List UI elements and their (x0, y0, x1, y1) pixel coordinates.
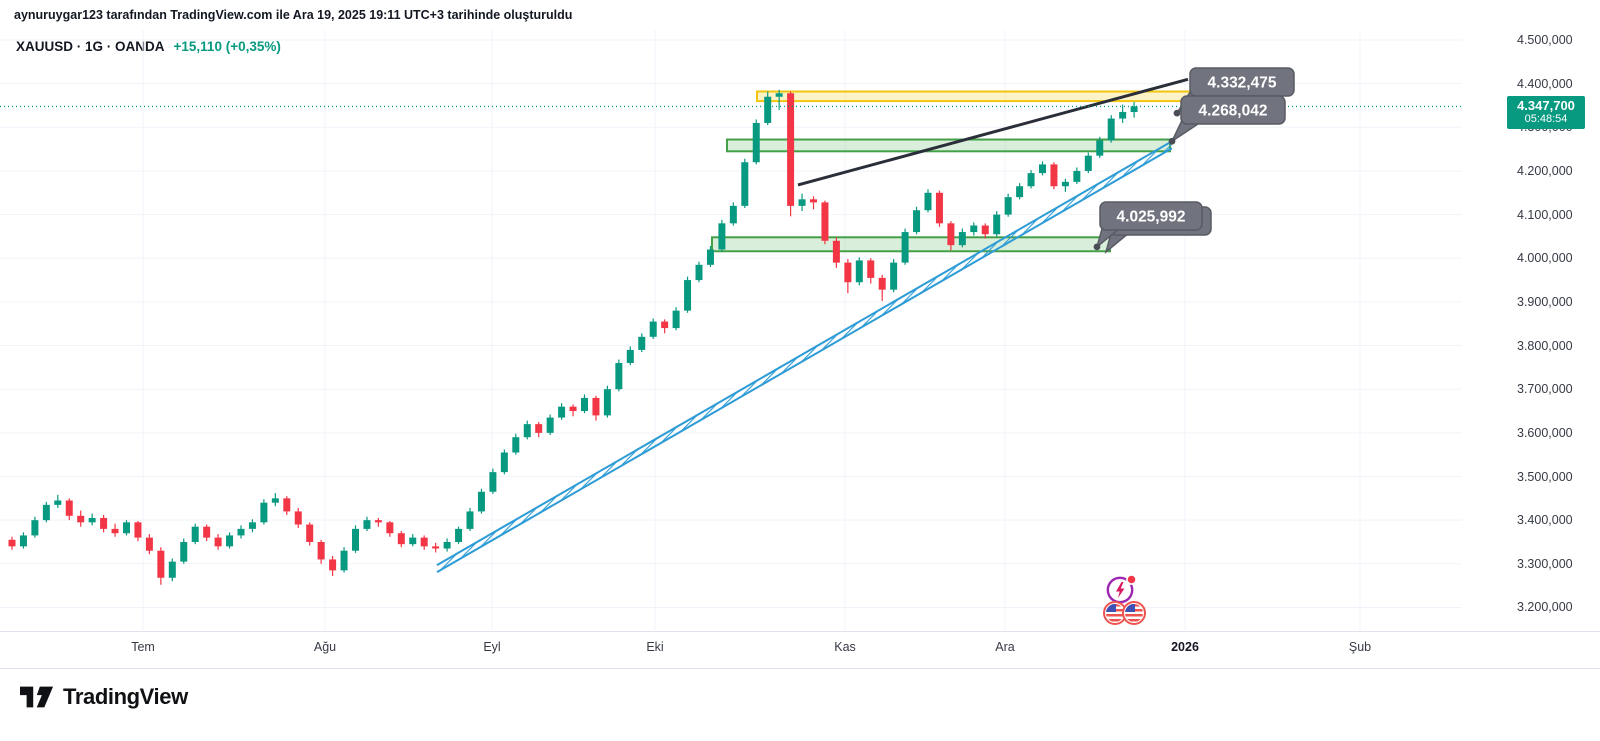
price-callout[interactable]: 4.268,042 (1168, 95, 1286, 145)
price-callout[interactable]: 4.025,992 (1093, 201, 1212, 254)
time-axis-label: Tem (131, 640, 155, 654)
current-price-badge[interactable]: 4.347,700 05:48:54 (1507, 96, 1585, 129)
svg-text:4.025,992: 4.025,992 (1117, 209, 1186, 226)
blue-ascending-channel[interactable] (437, 141, 1172, 573)
black-trendline[interactable] (797, 77, 1189, 187)
price-axis-label: 4.400,000 (1517, 76, 1573, 91)
attribution-text: aynuruygar123 tarafından TradingView.com… (14, 8, 573, 22)
green-zone-lower[interactable] (711, 236, 1111, 253)
time-axis-label: Ara (995, 640, 1015, 654)
tradingview-logo[interactable]: TradingView (20, 684, 188, 710)
time-axis-label: Eki (646, 640, 664, 654)
time-axis-label: Şub (1348, 640, 1372, 654)
symbol-legend: XAUUSD · 1G · OANDA +15,110 (+0,35%) (16, 38, 281, 56)
symbol-change: +15,110 (+0,35%) (173, 39, 281, 54)
price-axis-label: 3.500,000 (1517, 469, 1573, 484)
time-axis-label: Kas (834, 640, 856, 654)
us-flag-event-icons[interactable] (1103, 601, 1146, 625)
symbol-title[interactable]: XAUUSD · 1G · OANDA (16, 39, 165, 54)
us-flag-icon (1122, 601, 1146, 625)
price-axis-label: 4.200,000 (1517, 163, 1573, 178)
timescale-top-border (0, 631, 1600, 632)
footer-top-border (0, 668, 1600, 669)
svg-text:4.268,042: 4.268,042 (1199, 103, 1268, 120)
price-axis-label: 4.100,000 (1517, 207, 1573, 222)
price-axis-label: 3.800,000 (1517, 338, 1573, 353)
time-axis-label: Eyl (483, 640, 501, 654)
tradingview-logo-text: TradingView (63, 684, 188, 709)
price-axis-label: 3.200,000 (1517, 600, 1573, 615)
candlestick-series (8, 89, 1138, 585)
time-axis-label: Ağu (313, 640, 337, 654)
price-axis-label: 4.500,000 (1517, 33, 1573, 47)
current-price-value: 4.347,700 (1517, 98, 1575, 113)
bar-countdown: 05:48:54 (1524, 113, 1568, 125)
price-axis-label: 3.600,000 (1517, 425, 1573, 440)
tradingview-logo-icon (20, 686, 54, 708)
price-axis-label: 3.700,000 (1517, 382, 1573, 397)
price-axis-label: 3.900,000 (1517, 294, 1573, 309)
price-axis-label: 4.000,000 (1517, 251, 1573, 266)
svg-text:4.332,475: 4.332,475 (1208, 75, 1277, 92)
time-axis-label: 2026 (1171, 640, 1199, 654)
price-axis-label: 3.400,000 (1517, 513, 1573, 528)
price-axis-label: 3.300,000 (1517, 556, 1573, 571)
